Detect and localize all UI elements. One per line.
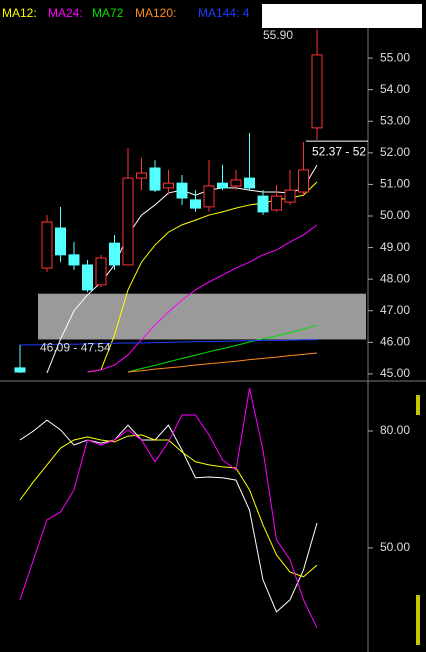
candle-body <box>163 182 174 189</box>
y-tick-label: 51.00 <box>380 177 410 191</box>
y-tick-label: 47.00 <box>380 303 410 317</box>
legend-entry: MA12: <box>2 6 37 20</box>
zone <box>38 293 366 340</box>
y-tick-label: 55.00 <box>380 50 410 64</box>
candle-body <box>41 221 53 269</box>
y-tick-label: 53.00 <box>380 113 410 127</box>
candle-body <box>136 172 147 179</box>
zone-label: 46.09 - 47.54 <box>40 341 111 355</box>
legend-entry: MA72 <box>92 6 124 20</box>
blank-box <box>262 4 422 28</box>
y-tick-label: 50.00 <box>380 208 410 222</box>
line <box>20 339 317 346</box>
y-tick-label: 50.00 <box>380 540 410 554</box>
line <box>127 324 318 373</box>
candle-body <box>176 182 188 199</box>
line <box>19 419 318 613</box>
candle-body <box>190 199 201 209</box>
candle-body <box>257 195 269 213</box>
candle-body <box>109 242 120 266</box>
line <box>127 352 318 373</box>
legend-entry: MA24: <box>48 6 83 20</box>
candle-body <box>122 177 134 266</box>
y-tick-label: 54.00 <box>380 82 410 96</box>
candle-body <box>95 257 107 286</box>
legend-entry: MA144: 4 <box>198 6 250 20</box>
legend-entry: MA120: <box>135 6 176 20</box>
y-tick-label: 48.00 <box>380 271 410 285</box>
high-label: 55.90 <box>263 28 293 42</box>
candle-body <box>149 167 161 191</box>
candle-body <box>244 177 255 189</box>
axes: 45.00 46.00 47.00 48.00 49.00 50.00 51.00 52.00… <box>2 6 410 554</box>
y-tick-label: 45.00 <box>380 366 410 380</box>
candle-body <box>55 227 66 256</box>
candle-body <box>230 179 242 187</box>
side-bar <box>416 595 420 645</box>
side-bar <box>416 395 420 415</box>
line <box>87 224 318 373</box>
y-tick-label: 46.00 <box>380 334 410 348</box>
y-tick-label: 52.00 <box>380 145 410 159</box>
candle-body <box>284 189 296 203</box>
y-tick-label: 49.00 <box>380 240 410 254</box>
indicator-panel <box>19 388 318 629</box>
candle-body <box>311 54 323 129</box>
candle-body <box>298 169 309 193</box>
candle-body <box>203 185 215 208</box>
candle-body <box>271 195 282 211</box>
candle-body <box>68 254 80 266</box>
line <box>19 434 318 578</box>
line <box>19 388 318 629</box>
candle-body <box>217 182 228 189</box>
candle-body <box>82 264 93 291</box>
marker-label: 52.37 - 52 <box>312 144 366 158</box>
candle-body <box>14 367 26 373</box>
y-tick-label: 80.00 <box>380 423 410 437</box>
price-panel <box>14 29 366 374</box>
